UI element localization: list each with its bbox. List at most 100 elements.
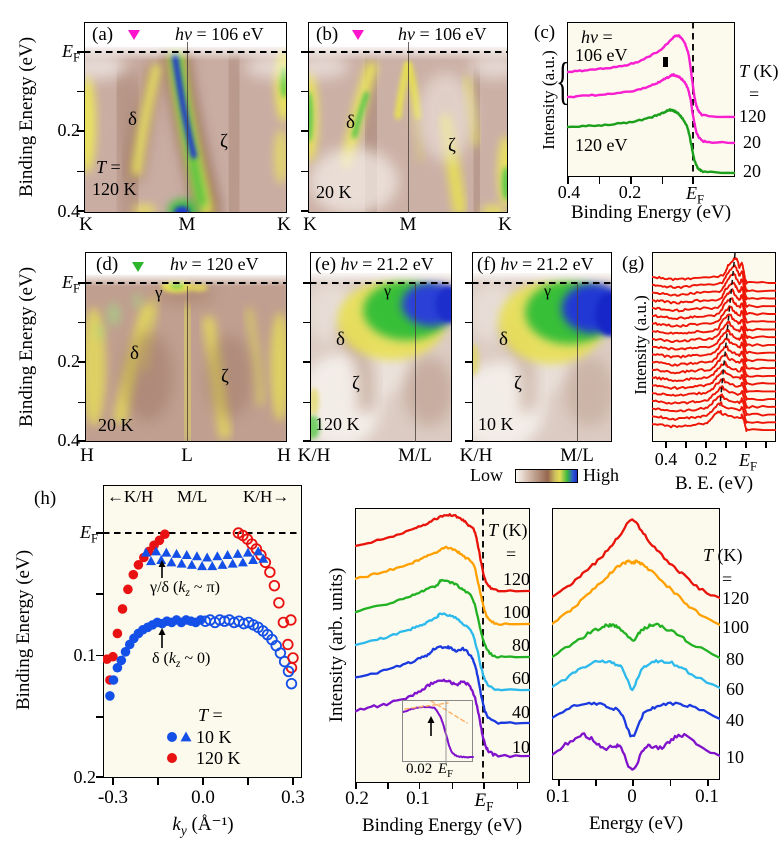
panel-f-xlabel-ml: M/L: [560, 445, 594, 466]
panel-h-ytick-01: 0.1: [73, 645, 97, 665]
axis-tick: [112, 778, 114, 785]
panel-d-xlabel-h2: H: [277, 445, 291, 466]
panel-i-inset-xtick-ef: EF: [438, 761, 454, 780]
panel-j-temp-80: 80: [726, 649, 744, 669]
panel-a-map: [84, 22, 287, 213]
panel-h-ytick-02: 0.2: [73, 767, 97, 787]
axis-tick: [632, 779, 634, 786]
panel-f-gamma-band-label: γ: [544, 283, 552, 300]
panel-e-delta-band-label: δ: [336, 329, 345, 350]
panel-a-ytick-02: 0.2: [57, 120, 81, 140]
panel-i-inset-xtick-002: 0.02: [406, 761, 433, 777]
axis-tick: [765, 441, 767, 448]
panel-d-zeta-band-label: ζ: [221, 366, 229, 387]
panel-a-xlabel-m: M: [178, 214, 196, 235]
axis-tick: [301, 51, 308, 53]
panel-b-temp-value: 20 K: [316, 182, 352, 202]
panel-e-xlabel-ml: M/L: [398, 445, 432, 466]
panel-e-zeta-band-label: ζ: [352, 373, 360, 394]
panel-a-photon-energy: hν = 106 eV: [175, 24, 264, 44]
panel-d-l-point-line: [187, 286, 189, 442]
panel-b-m-point-line: [408, 42, 410, 213]
panel-d-xlabel-h1: H: [80, 445, 94, 466]
axis-tick: [665, 441, 667, 448]
panel-e-title: (e) hν = 21.2 eV: [315, 254, 434, 275]
axis-tick: [465, 282, 472, 284]
panel-b-tag: (b): [316, 24, 339, 45]
axis-tick: [465, 440, 472, 442]
axis-tick: [745, 441, 747, 448]
panel-h-ef-tick-label: EF: [79, 522, 98, 546]
axis-tick: [78, 440, 85, 442]
panel-a-m-point-line: [187, 42, 189, 213]
panel-c-xtick-02: 0.2: [618, 182, 642, 202]
colorbar-high-label: High: [583, 465, 619, 485]
panel-c-ef-dashed-line: [692, 22, 694, 177]
panel-h-ef-dashed-line: [103, 532, 302, 534]
panel-e-map: [310, 252, 452, 442]
panel-d-ytick-04: 0.4: [57, 430, 81, 450]
panel-h-xtick-00: 0.0: [191, 787, 215, 808]
panel-d-photon-energy: hν = 120 eV: [170, 254, 259, 274]
panel-j-eq-label: =: [722, 569, 733, 589]
panel-c-hv-label: hν =: [581, 27, 613, 47]
panel-i-eq-label: =: [506, 544, 517, 564]
panel-e-gamma-band-label: γ: [384, 283, 392, 300]
axis-tick: [77, 130, 84, 132]
panel-a-ef-tick-label: EF: [61, 41, 80, 65]
panel-e-arpes-image: [311, 253, 451, 441]
panel-d-xlabel-l: L: [181, 445, 193, 466]
panel-i-temp-120: 120: [503, 569, 530, 589]
axis-tick: [725, 441, 727, 448]
panel-i-x-axis-label: Binding Energy (eV): [361, 815, 523, 836]
panel-j-curves: [552, 518, 720, 771]
panel-i-plot-box: [355, 508, 530, 783]
axis-tick: [465, 401, 472, 404]
panel-i-temp-40: 40: [512, 702, 530, 722]
axis-tick: [483, 782, 485, 789]
panel-c-x-axis-label: Binding Energy (eV): [570, 202, 732, 223]
panel-c-106ev-label: 106 eV: [575, 45, 628, 65]
panel-a-magenta-marker-icon: [128, 30, 140, 40]
axis-tick: [303, 361, 310, 363]
axis-tick: [96, 776, 103, 778]
row2-y-axis-label: Binding Energy (eV): [16, 266, 37, 428]
panel-j-temp-10: 10: [726, 747, 744, 767]
panel-h-legend-10k: 10 K: [196, 727, 232, 747]
axis-tick: [301, 130, 308, 132]
panel-c-temp-20a: 20: [743, 132, 761, 152]
panel-i-y-axis-label: Intensity (arb. units): [326, 567, 347, 723]
panel-f-ef-dashed-line: [472, 282, 612, 284]
panel-i-temp-60: 60: [512, 668, 530, 688]
axis-tick: [418, 782, 421, 789]
axis-tick: [77, 170, 84, 173]
panel-h-legend-120k: 120 K: [196, 748, 241, 768]
panel-h-plot-box: [103, 485, 302, 778]
panel-d-map: [85, 252, 287, 442]
panel-a-delta-band-label: δ: [128, 109, 137, 130]
panel-e-temp-value: 120 K: [315, 414, 360, 434]
axis-tick: [247, 778, 249, 785]
panel-j-temp-60: 60: [726, 679, 744, 699]
panel-c-temp-120: 120: [739, 106, 766, 126]
panel-e-ml-point-line: [415, 284, 417, 442]
panel-g-x-axis-label: B. E. (eV): [674, 473, 754, 494]
panel-a-xlabel-k1: K: [79, 214, 93, 235]
panel-d-ef-tick-label: EF: [61, 272, 80, 296]
panel-b-magenta-marker-icon: [352, 30, 364, 40]
axis-tick: [303, 440, 310, 442]
axis-tick: [303, 401, 310, 404]
axis-tick: [301, 210, 308, 212]
panel-i-xtick-ef: EF: [474, 790, 494, 814]
panel-h-scatter: [103, 527, 299, 763]
panel-j-temp-100: 100: [722, 617, 749, 637]
panel-i-ef-dashed-line: [482, 508, 484, 783]
row1-y-axis-label: Binding Energy (eV): [16, 36, 37, 198]
panel-a-ef-dashed-line: [84, 51, 287, 53]
axis-tick: [301, 90, 308, 93]
panel-f-temp-value: 10 K: [478, 414, 514, 434]
panel-e-ef-dashed-line: [310, 282, 452, 284]
axis-tick: [598, 177, 601, 184]
panel-f-ml-point-line: [577, 284, 579, 442]
